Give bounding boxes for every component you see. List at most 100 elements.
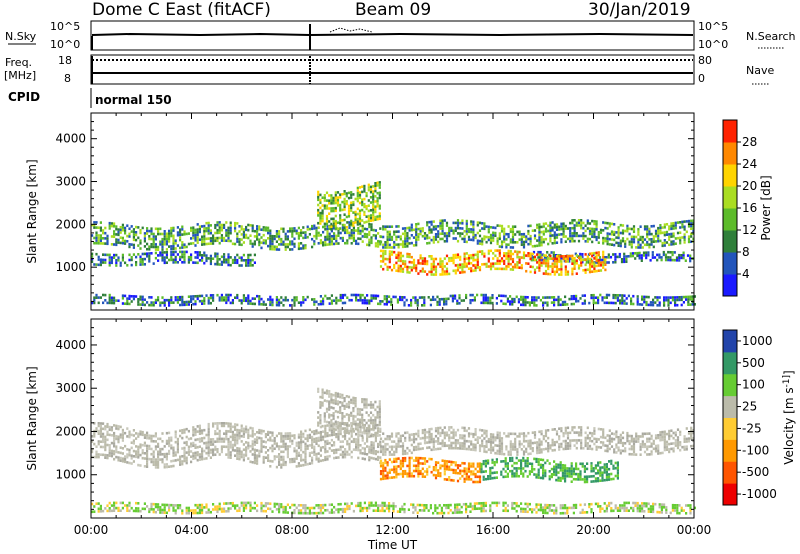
velocity-cell bbox=[174, 459, 177, 462]
power-cell bbox=[507, 254, 510, 258]
power-cell bbox=[399, 298, 402, 302]
velocity-cell bbox=[330, 414, 333, 417]
velocity-cell bbox=[500, 437, 504, 440]
power-cell bbox=[591, 270, 594, 273]
power-cell bbox=[679, 231, 682, 234]
velocity-cell bbox=[328, 392, 331, 396]
power-cell bbox=[181, 261, 184, 264]
power-cell bbox=[692, 229, 695, 233]
power-cell bbox=[483, 255, 486, 258]
power-cell bbox=[386, 246, 389, 249]
velocity-cell bbox=[478, 428, 482, 432]
power-cell bbox=[496, 242, 499, 246]
velocity-cell bbox=[119, 436, 122, 439]
power-cell bbox=[661, 231, 664, 235]
power-cell bbox=[538, 231, 541, 234]
power-cell bbox=[335, 234, 338, 238]
power-cell bbox=[363, 187, 366, 190]
velocity-cell bbox=[328, 426, 331, 429]
power-cell bbox=[597, 231, 600, 234]
power-cell bbox=[443, 240, 446, 243]
power-cell bbox=[547, 264, 550, 268]
velocity-cell bbox=[685, 448, 688, 451]
power-cell bbox=[317, 214, 320, 217]
power-cell bbox=[672, 235, 675, 238]
velocity-cell bbox=[430, 427, 433, 431]
power-cell bbox=[207, 257, 210, 260]
power-cell bbox=[432, 238, 435, 242]
velocity-cell bbox=[441, 439, 444, 442]
velocity-cell bbox=[632, 442, 636, 446]
velocity-cell bbox=[321, 424, 324, 428]
velocity-cell bbox=[304, 463, 307, 466]
velocity-cell bbox=[284, 460, 287, 464]
power-cell bbox=[657, 237, 660, 240]
velocity-cell bbox=[99, 435, 102, 438]
velocity-cell bbox=[113, 431, 116, 435]
velocity-cell bbox=[282, 450, 285, 454]
velocity-cell bbox=[273, 437, 276, 440]
power-cell bbox=[487, 236, 490, 239]
velocity-cell bbox=[231, 446, 234, 449]
power-cell bbox=[179, 236, 182, 239]
velocity-cell bbox=[311, 443, 314, 447]
power-cell bbox=[124, 242, 127, 245]
velocity-cell bbox=[293, 447, 296, 450]
power-cell bbox=[352, 231, 355, 235]
velocity-cell bbox=[637, 437, 640, 441]
velocity-cell bbox=[143, 457, 146, 460]
power-cell bbox=[625, 297, 628, 300]
power-cell bbox=[198, 251, 201, 254]
power-cell bbox=[544, 264, 548, 268]
power-cell bbox=[571, 219, 574, 222]
power-cell bbox=[498, 245, 501, 248]
velocity-cell bbox=[227, 450, 230, 454]
power-cell bbox=[209, 231, 212, 235]
power-cell bbox=[306, 235, 309, 239]
power-cell bbox=[399, 259, 402, 263]
power-cell bbox=[262, 228, 265, 232]
power-cell bbox=[432, 262, 435, 266]
power-cell bbox=[333, 232, 336, 235]
power-cell bbox=[205, 256, 208, 260]
power-cell bbox=[663, 231, 666, 234]
power-cell bbox=[421, 227, 424, 230]
velocity-cell bbox=[139, 433, 142, 436]
velocity-cell bbox=[282, 437, 285, 441]
power-cell bbox=[119, 228, 122, 232]
power-cell bbox=[181, 243, 184, 247]
velocity-cell bbox=[260, 450, 263, 453]
velocity-cell bbox=[437, 447, 440, 451]
velocity-cell bbox=[323, 412, 326, 415]
power-cell bbox=[240, 264, 243, 267]
power-cell bbox=[582, 258, 585, 262]
velocity-cell bbox=[564, 431, 567, 435]
power-cell bbox=[575, 221, 578, 225]
power-cell bbox=[564, 240, 567, 243]
power-cell bbox=[242, 241, 245, 244]
power-cell bbox=[542, 254, 545, 257]
power-cell bbox=[161, 243, 164, 246]
power-cell bbox=[544, 259, 548, 263]
velocity-cell bbox=[194, 443, 197, 447]
power-cell bbox=[605, 256, 608, 259]
power-cell bbox=[465, 296, 468, 300]
power-cell bbox=[146, 252, 149, 255]
power-cell bbox=[368, 243, 371, 247]
power-cell bbox=[344, 241, 347, 245]
power-cell bbox=[665, 296, 668, 299]
power-cell bbox=[663, 244, 666, 247]
power-cell bbox=[595, 238, 598, 242]
power-cell bbox=[378, 191, 381, 195]
power-cell bbox=[647, 303, 650, 307]
power-cell bbox=[549, 254, 552, 258]
velocity-cell bbox=[648, 440, 651, 443]
power-cell bbox=[612, 253, 615, 256]
power-cell bbox=[247, 261, 250, 265]
velocity-cell bbox=[476, 441, 479, 444]
power-cell bbox=[507, 260, 510, 263]
velocity-cell bbox=[99, 440, 102, 443]
power-cell bbox=[203, 227, 206, 230]
velocity-cell bbox=[311, 430, 314, 434]
velocity-cell bbox=[560, 445, 563, 448]
